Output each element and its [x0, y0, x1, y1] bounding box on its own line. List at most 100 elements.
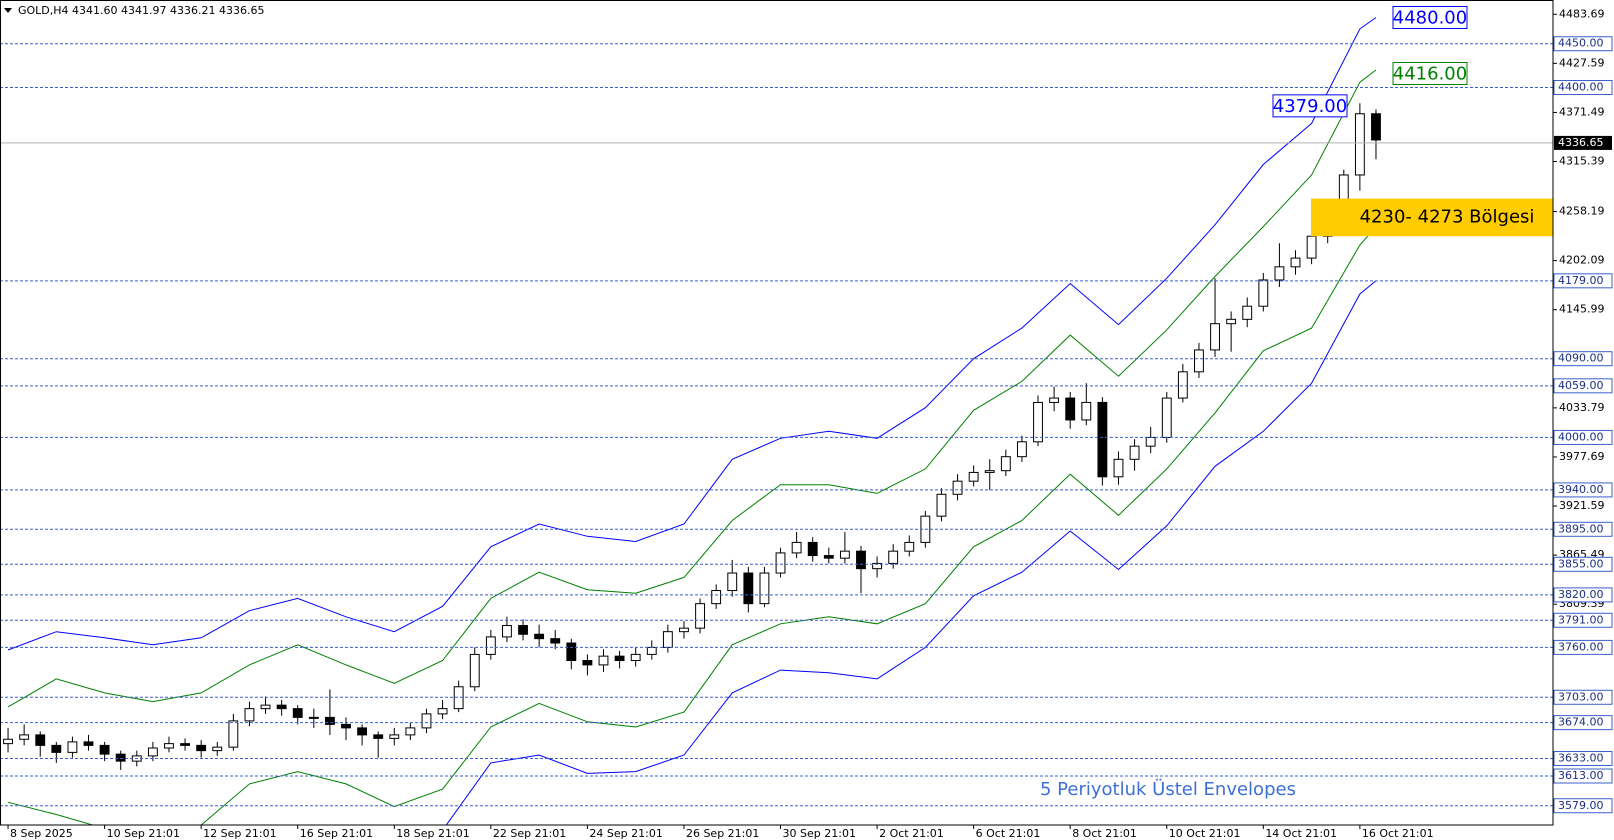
- candle-body: [180, 743, 190, 746]
- zone: [1311, 198, 1553, 237]
- candle-body: [695, 603, 705, 629]
- candle-body: [1290, 257, 1301, 268]
- candle-body: [469, 653, 480, 688]
- candle-body: [759, 572, 770, 605]
- level-label: 4090.00: [1558, 352, 1604, 365]
- candle-body: [839, 550, 850, 559]
- y-tick-label: 4202.09: [1559, 254, 1605, 267]
- candle-body: [775, 552, 786, 574]
- level-label: 3940.00: [1558, 483, 1604, 496]
- candle-body: [1161, 397, 1172, 438]
- y-tick-label: 4033.79: [1559, 401, 1605, 414]
- candle-body: [276, 704, 287, 710]
- x-tick-label: 26 Sep 21:01: [686, 827, 759, 840]
- envelope-line: [7, 69, 1377, 708]
- candle-body: [1177, 371, 1188, 399]
- x-tick-label: 10 Oct 21:01: [1169, 827, 1241, 840]
- candle-body: [630, 653, 641, 662]
- y-tick-label: 4483.69: [1559, 7, 1605, 20]
- candle-body: [421, 713, 432, 729]
- candle-body: [1145, 436, 1156, 447]
- level-label-box: [1553, 689, 1613, 705]
- candle-body: [1033, 401, 1043, 443]
- level-label: 3855.00: [1558, 557, 1604, 570]
- candle-body: [485, 636, 496, 655]
- candle-body: [1129, 445, 1140, 460]
- current-price-label: 4336.65: [1558, 136, 1604, 149]
- candle-body: [1049, 397, 1060, 403]
- candle-body: [614, 655, 625, 662]
- candle-body: [196, 744, 207, 752]
- candle-body: [1081, 401, 1092, 421]
- candle-body: [1016, 441, 1027, 458]
- x-tick-label: 10 Sep 21:01: [107, 827, 180, 840]
- candle-body: [727, 572, 738, 592]
- candle-body: [51, 744, 62, 753]
- candle-body: [534, 633, 545, 640]
- candle-body: [856, 550, 866, 570]
- candle-body: [791, 541, 802, 554]
- level-label: 3703.00: [1558, 690, 1604, 703]
- candle-body: [646, 646, 657, 655]
- level-label-box: [1553, 378, 1613, 394]
- x-tick-label: 2 Oct 21:01: [879, 827, 944, 840]
- level-label-box: [1553, 612, 1613, 628]
- x-tick-label: 8 Sep 2025: [10, 827, 73, 840]
- candle-body: [550, 638, 561, 644]
- candle-body: [212, 746, 223, 752]
- candle-body: [405, 727, 416, 736]
- candle-body: [19, 734, 30, 740]
- y-tick-label: 4427.59: [1559, 56, 1605, 69]
- level-label-box: [1553, 556, 1613, 572]
- level-label-box: [1553, 36, 1613, 52]
- candle-body: [437, 708, 448, 715]
- header: GOLD,H4 4341.60 4341.97 4336.21 4336.65: [18, 4, 265, 17]
- candle-body: [228, 720, 239, 748]
- candle-body: [1000, 456, 1011, 472]
- candle-body: [1065, 397, 1076, 421]
- level-label: 4000.00: [1558, 430, 1604, 443]
- candle-body: [244, 708, 255, 722]
- candle-body: [341, 723, 351, 729]
- candle-body: [743, 572, 754, 605]
- level-label-box: [1553, 273, 1613, 289]
- x-tick-label: 16 Sep 21:01: [300, 827, 373, 840]
- candle-body: [389, 734, 400, 739]
- candle-body: [807, 541, 818, 557]
- level-label-box: [1553, 351, 1613, 367]
- candle-body: [357, 727, 368, 736]
- annotation-box: [1392, 5, 1468, 29]
- y-tick-label: 4315.39: [1559, 155, 1605, 168]
- candle-body: [952, 480, 963, 495]
- zone-label: 4230- 4273 Bölgesi: [1360, 206, 1535, 227]
- candle-body: [1354, 113, 1365, 176]
- x-tick-label: 6 Oct 21:01: [976, 827, 1041, 840]
- y-tick-label: 4145.99: [1559, 303, 1605, 316]
- level-label-box: [1553, 482, 1613, 498]
- candle-body: [502, 625, 512, 638]
- plot-content: [3, 17, 1381, 825]
- x-tick-label: 16 Oct 21:01: [1362, 827, 1434, 840]
- level-label-box: [1553, 429, 1613, 445]
- candle-body: [598, 655, 609, 666]
- candle-body: [115, 753, 126, 762]
- candle-body: [518, 625, 528, 635]
- level-label-box: [1553, 639, 1613, 655]
- candle-body: [147, 747, 158, 757]
- level-label-box: [1553, 521, 1613, 537]
- x-tick-label: 22 Sep 21:01: [493, 827, 566, 840]
- y-tick-label: 3977.69: [1559, 450, 1605, 463]
- candle-body: [1097, 401, 1108, 478]
- candle-body: [292, 708, 303, 718]
- level-label: 4450.00: [1558, 37, 1604, 50]
- y-tick-label: 4258.19: [1559, 205, 1605, 218]
- candle-body: [1226, 318, 1237, 325]
- candle-body: [164, 743, 174, 749]
- x-tick-label: 14 Oct 21:01: [1265, 827, 1337, 840]
- level-label-box: [1553, 715, 1613, 731]
- level-label-box: [1553, 798, 1613, 814]
- annotation-label: 4480.00: [1393, 7, 1467, 28]
- candle-body: [968, 471, 979, 482]
- level-label: 3895.00: [1558, 522, 1604, 535]
